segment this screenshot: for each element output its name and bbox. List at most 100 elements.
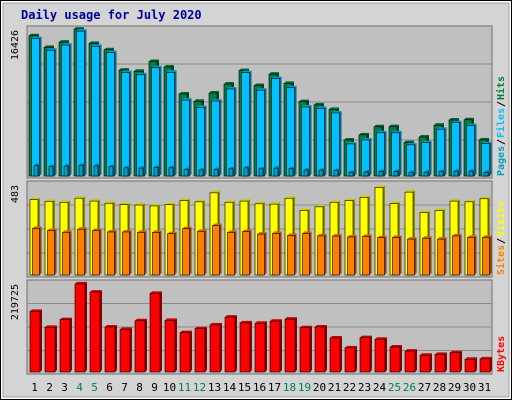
sites-bar-side <box>84 227 87 275</box>
kbytes-bar-top <box>390 345 402 348</box>
hits-bar-top <box>479 137 489 140</box>
sites-bar <box>92 230 100 276</box>
hits-bar-top <box>134 69 144 72</box>
sites-bar-top <box>272 231 282 234</box>
pages-bar-side <box>338 168 340 176</box>
visits-bar-top <box>150 203 160 206</box>
files-bar <box>376 132 385 177</box>
hits-bar-top <box>269 72 279 75</box>
files-bar <box>331 112 340 177</box>
files-bar-top <box>31 36 42 39</box>
pages-bar-side <box>413 170 415 176</box>
files-bar-top <box>196 105 207 108</box>
sites-bar-top <box>242 229 252 232</box>
panel-hits-files-pages-legend-hits: Hits <box>495 76 507 100</box>
kbytes-bar-side <box>430 353 432 372</box>
sites-bar-top <box>227 230 237 233</box>
sites-bar-top <box>302 231 312 234</box>
visits-bar-top <box>90 199 100 202</box>
kbytes-bar <box>464 359 476 373</box>
kbytes-bar-side <box>160 291 162 372</box>
hits-bar-top <box>239 68 249 71</box>
kbytes-bar-side <box>295 317 297 372</box>
sites-bar <box>317 235 325 276</box>
sites-bar-top <box>212 223 222 226</box>
panel-hits-files-pages-legend-files: Files <box>495 108 507 138</box>
kbytes-bar-top <box>375 337 387 340</box>
sites-bar <box>32 228 40 276</box>
sites-bar-side <box>279 231 282 275</box>
sites-bar <box>302 233 310 276</box>
pages-bar-top <box>64 164 70 167</box>
pages-bar-side <box>98 163 100 176</box>
visits-bar-top <box>435 208 445 211</box>
files-bar-side <box>489 141 492 176</box>
visits-bar-top <box>195 199 205 202</box>
x-tick-label: 4 <box>76 381 83 394</box>
kbytes-bar-top <box>180 330 192 333</box>
pages-bar-side <box>113 164 115 176</box>
kbytes-bar <box>299 327 311 373</box>
pages-bar-side <box>233 166 235 176</box>
sites-bar <box>212 225 220 276</box>
x-tick-label: 24 <box>373 381 387 394</box>
visits-bar-top <box>480 196 490 199</box>
visits-bar-top <box>240 199 250 202</box>
hits-bar-top <box>104 47 114 50</box>
files-bar-top <box>451 120 462 123</box>
files-bar-side <box>249 70 252 176</box>
panel-visits-sites-max-label: 483 <box>10 185 21 203</box>
files-bar-side <box>444 127 447 176</box>
visits-bar-top <box>465 199 475 202</box>
kbytes-bar <box>284 318 296 373</box>
x-tick-label: 17 <box>268 381 281 394</box>
files-bar-top <box>301 104 312 107</box>
sites-bar <box>152 232 160 276</box>
files-bar-side <box>369 137 372 176</box>
sites-bar-side <box>219 223 222 275</box>
sites-bar-side <box>339 234 342 275</box>
pages-bar-top <box>244 165 250 168</box>
kbytes-bar <box>44 327 56 373</box>
kbytes-bar-side <box>340 336 342 372</box>
files-bar-side <box>174 70 177 176</box>
panel-hits-files-pages-legend-separator: / <box>496 139 507 145</box>
files-bar <box>91 45 100 177</box>
kbytes-bar <box>119 329 131 373</box>
kbytes-bar-side <box>70 317 72 372</box>
hits-bar-top <box>149 59 159 62</box>
pages-bar <box>183 169 189 177</box>
kbytes-bar-top <box>240 320 252 323</box>
files-bar <box>256 89 265 177</box>
sites-bar <box>347 236 355 276</box>
pages-bar-side <box>398 169 400 176</box>
sites-bar-top <box>407 237 417 240</box>
files-bar-top <box>406 142 417 145</box>
pages-bar-side <box>248 165 250 176</box>
files-bar-side <box>399 130 402 176</box>
pages-bar-top <box>289 166 295 169</box>
sites-bar-top <box>392 235 402 238</box>
files-bar-top <box>466 123 477 126</box>
panel-hits-files-pages-legend-separator: / <box>496 101 507 107</box>
pages-bar-side <box>173 165 175 176</box>
pages-bar <box>138 167 144 177</box>
sites-bar-side <box>489 235 492 275</box>
kbytes-bar <box>179 332 191 373</box>
pages-bar-top <box>424 170 430 173</box>
sites-bar-side <box>99 228 102 275</box>
files-bar-side <box>129 70 132 176</box>
pages-bar-top <box>379 169 385 172</box>
pages-bar <box>213 169 219 177</box>
kbytes-bar-side <box>400 345 402 372</box>
kbytes-bar-side <box>370 335 372 372</box>
sites-bar-top <box>122 229 132 232</box>
visits-bar-top <box>345 198 355 201</box>
kbytes-bar <box>104 326 116 373</box>
files-bar-side <box>99 44 102 176</box>
kbytes-bar-top <box>450 350 462 353</box>
kbytes-bar-side <box>490 356 492 372</box>
hits-bar-top <box>419 135 429 138</box>
pages-bar-side <box>203 168 205 176</box>
